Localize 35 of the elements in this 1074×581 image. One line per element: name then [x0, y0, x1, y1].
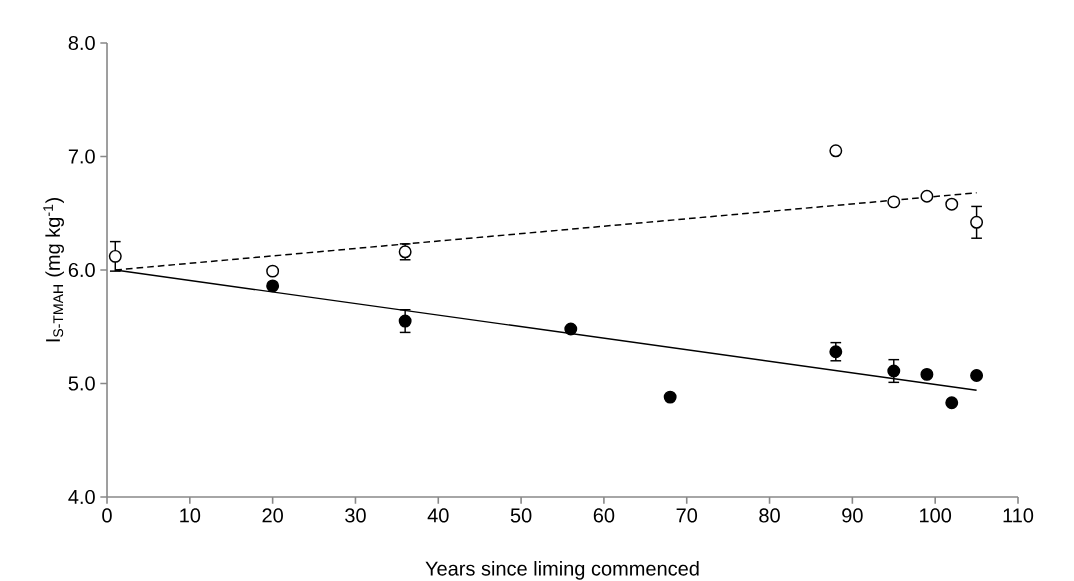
y-tick-label: 8.0 [68, 35, 95, 51]
x-tick-label: 30 [345, 508, 366, 523]
x-tick-label: 60 [593, 508, 615, 523]
x-tick-label: 110 [1003, 508, 1034, 523]
point [108, 249, 122, 263]
x-tick-label: 100 [920, 508, 952, 523]
point [887, 195, 901, 209]
point [829, 345, 843, 359]
point [970, 215, 984, 229]
point [945, 197, 959, 211]
point [829, 144, 843, 158]
y-tick-label: 5.0 [68, 376, 95, 391]
point [920, 367, 934, 381]
y-tick-label: 4.0 [68, 489, 95, 505]
point [663, 390, 677, 404]
point [970, 369, 984, 383]
x-tick-label: 20 [262, 508, 283, 523]
x-tick-label: 40 [427, 508, 449, 523]
point [398, 314, 412, 328]
x-tick-label: 10 [180, 508, 201, 523]
y-tick-label: 7.0 [68, 149, 95, 164]
x-tick-label: 80 [759, 508, 780, 523]
y-axis-title: I$_{S-TMAH}$ (mg kg$^{-1}$) [43, 198, 64, 342]
point [564, 322, 578, 336]
point [920, 189, 934, 203]
y-tick-label: 6.0 [68, 262, 95, 278]
x-tick-label: 50 [510, 508, 532, 523]
point [887, 364, 901, 378]
point [266, 279, 280, 293]
point [945, 396, 959, 410]
point [266, 264, 280, 278]
x-axis-title: Years since liming commenced [425, 561, 699, 580]
x-tick-label: 0 [102, 508, 112, 523]
x-tick-label: 90 [842, 508, 863, 523]
x-tick-label: 70 [676, 508, 698, 523]
